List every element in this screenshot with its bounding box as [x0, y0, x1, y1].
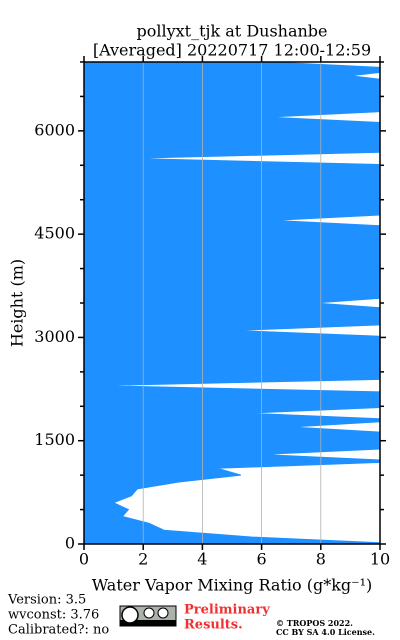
- y-tick-label: 4500: [34, 224, 75, 243]
- profile-area: [84, 62, 380, 544]
- y-axis-label: Height (m): [8, 259, 27, 347]
- y-tick-label: 1500: [34, 430, 75, 449]
- x-tick-label: 6: [257, 550, 267, 569]
- calibrated: Calibrated?: no: [8, 623, 109, 638]
- copyright: © TROPOS 2022.: [276, 618, 353, 628]
- x-tick-label: 2: [138, 550, 148, 569]
- plot-frame: [83, 61, 381, 545]
- chart-title: pollyxt_tjk at Dushanbe: [136, 22, 327, 41]
- preliminary: Results.: [184, 618, 243, 633]
- x-tick-label: 10: [370, 550, 390, 569]
- preliminary: Preliminary: [184, 603, 270, 618]
- x-tick-label: 0: [79, 550, 89, 569]
- x-tick-label: 8: [316, 550, 326, 569]
- chart-subtitle: [Averaged] 20220717 12:00-12:59: [93, 41, 371, 60]
- copyright: CC BY SA 4.0 License.: [276, 627, 375, 637]
- x-tick-label: 4: [197, 550, 207, 569]
- y-tick-label: 0: [65, 534, 75, 553]
- version: Version: 3.5: [7, 593, 86, 608]
- cc-icon: [119, 605, 177, 627]
- x-axis-label: Water Vapor Mixing Ratio (g*kg⁻¹): [92, 576, 372, 595]
- wvconst: wvconst: 3.76: [8, 608, 99, 623]
- y-tick-label: 6000: [34, 120, 75, 139]
- y-tick-label: 3000: [34, 327, 75, 346]
